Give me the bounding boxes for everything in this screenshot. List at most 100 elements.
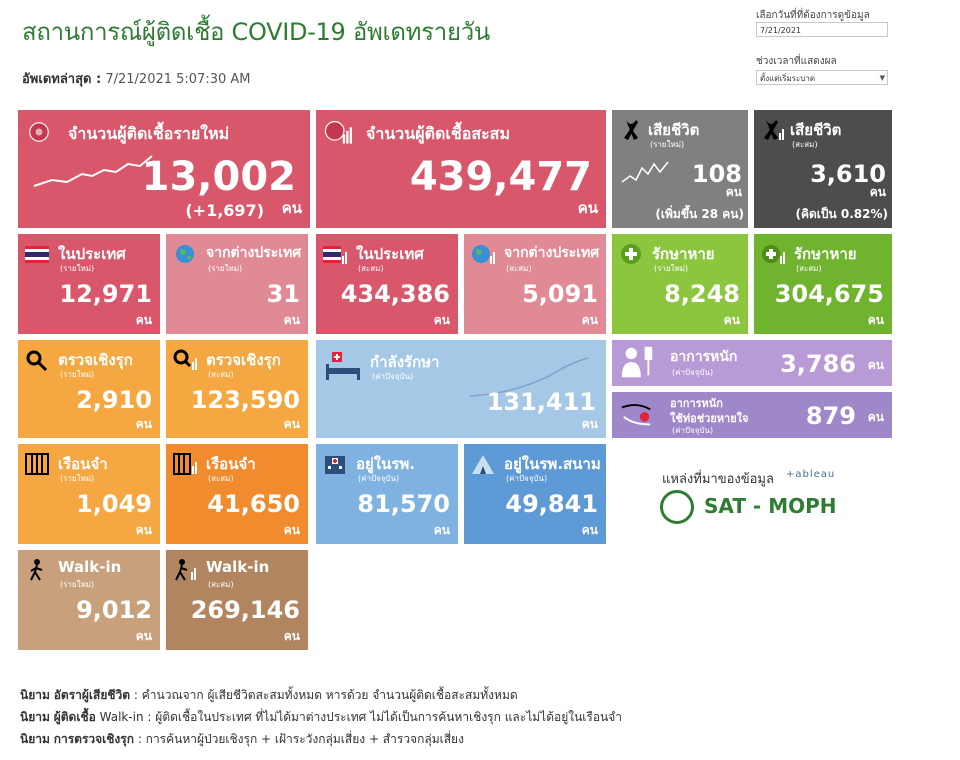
- card-label: เรือนจำ: [206, 455, 256, 473]
- virus-icon: [29, 122, 49, 142]
- card-label: Walk-in: [206, 558, 270, 576]
- card-sub: (ค่าปัจจุบัน): [506, 474, 548, 483]
- date-filter-label: เลือกวันที่ที่ต้องการดูข้อมูล: [756, 10, 870, 21]
- card-unit: คน: [725, 185, 742, 199]
- card-label: ตรวจเชิงรุก: [206, 351, 281, 369]
- card-sub: (รายใหม่): [208, 264, 243, 273]
- card-label: ในประเทศ: [58, 245, 126, 263]
- card-value: 2,910: [76, 386, 152, 414]
- card-label: กำลังรักษา: [370, 353, 440, 371]
- card-unit: คน: [135, 523, 152, 537]
- page-title: สถานการณ์ผู้ติดเชื้อ COVID-19 อัพเดทรายว…: [22, 18, 490, 46]
- card-prison-total: เรือนจำ (สะสม) 41,650 คน: [166, 444, 308, 544]
- footnote-text: : การค้นหาผู้ป่วยเชิงรุก + เฝ้าระวังกลุ่…: [134, 732, 464, 746]
- footnote-prefix: นิยาม: [20, 710, 50, 724]
- patient-icu-icon: [621, 346, 653, 378]
- virus-chart-icon: [324, 121, 352, 144]
- card-deaths-new: เสียชีวิต (รายใหม่) 108 คน (เพิ่มขึ้น 28…: [612, 110, 748, 228]
- card-label: อยู่ในรพ.สนาม: [504, 455, 601, 473]
- card-walkin-new: Walk-in (รายใหม่) 9,012 คน: [18, 550, 160, 650]
- card-unit: คน: [869, 185, 886, 199]
- card-sub: (สะสม): [506, 264, 532, 273]
- card-proactive-new: ตรวจเชิงรุก (รายใหม่) 2,910 คน: [18, 340, 160, 438]
- card-value: 13,002: [141, 154, 296, 200]
- card-sub: (รายใหม่): [60, 264, 95, 273]
- card-unit: คน: [867, 358, 884, 372]
- card-label: เสียชีวิต: [648, 121, 700, 139]
- card-note: (คิดเป็น 0.82%): [795, 207, 888, 221]
- card-recovered-new: รักษาหาย (รายใหม่) 8,248 คน: [612, 234, 748, 334]
- card-walkin-total: Walk-in (สะสม) 269,146 คน: [166, 550, 308, 650]
- card-prison-new: เรือนจำ (รายใหม่) 1,049 คน: [18, 444, 160, 544]
- card-value: 434,386: [340, 280, 450, 308]
- card-severe: อาการหนัก (ค่าปัจจุบัน) 3,786 คน: [612, 340, 892, 386]
- date-filter-input[interactable]: 7/21/2021: [756, 22, 888, 37]
- card-label: อาการหนัก: [670, 397, 723, 410]
- prison-bars-chart-icon: [173, 453, 197, 475]
- card-abroad-new: จากต่างประเทศ (รายใหม่) 31 คน: [166, 234, 308, 334]
- card-treating: กำลังรักษา (ค่าปัจจุบัน) 131,411 คน: [316, 340, 606, 438]
- tent-icon: [472, 455, 494, 474]
- curve-line-icon: [469, 357, 589, 397]
- card-value: 31: [266, 280, 300, 308]
- card-unit: คน: [135, 417, 152, 431]
- card-label: เรือนจำ: [58, 455, 108, 473]
- medical-cross-chart-icon: [762, 245, 785, 264]
- card-sub: (ค่าปัจจุบัน): [672, 368, 714, 377]
- card-value: 123,590: [190, 386, 300, 414]
- card-deaths-total: เสียชีวิต (สะสม) 3,610 คน (คิดเป็น 0.82%…: [754, 110, 892, 228]
- card-unit: คน: [283, 629, 300, 643]
- card-value: 81,570: [357, 490, 450, 518]
- card-value: 879: [805, 402, 856, 430]
- card-value: 439,477: [409, 154, 592, 200]
- card-label: Walk-in: [58, 558, 122, 576]
- card-unit: คน: [867, 313, 884, 327]
- last-updated-value: 7/21/2021 5:07:30 AM: [105, 72, 251, 87]
- card-label: รักษาหาย: [652, 245, 715, 263]
- tableau-logo: +ableau: [786, 469, 836, 480]
- card-unit: คน: [135, 313, 152, 327]
- hospital-building-icon: [325, 456, 345, 474]
- card-value: 1,049: [76, 490, 152, 518]
- card-recovered-total: รักษาหาย (สะสม) 304,675 คน: [754, 234, 892, 334]
- prison-bars-icon: [25, 453, 49, 475]
- range-filter-label: ช่วงเวลาที่แสดงผล: [756, 56, 837, 67]
- card-label: อาการหนัก: [670, 349, 738, 365]
- card-sub: (รายใหม่): [650, 140, 685, 149]
- card-sub: (ค่าปัจจุบัน): [672, 426, 714, 435]
- chevron-down-icon[interactable]: ▼: [879, 74, 885, 82]
- card-label: จำนวนผู้ติดเชื้อสะสม: [366, 124, 510, 143]
- card-sub: (สะสม): [358, 264, 384, 273]
- card-note: (เพิ่มขึ้น 28 คน): [655, 207, 744, 221]
- card-unit: คน: [723, 313, 740, 327]
- card-sub: (รายใหม่): [60, 370, 95, 379]
- card-unit: คน: [283, 523, 300, 537]
- range-filter-select[interactable]: ตั้งแต่เริ่มระบาด ▼: [756, 70, 888, 85]
- black-ribbon-chart-icon: [764, 120, 784, 140]
- card-value: 3,610: [810, 160, 886, 188]
- card-label: รักษาหาย: [794, 245, 857, 263]
- magnifier-icon: [26, 350, 48, 372]
- trend-line-icon: [33, 155, 153, 187]
- globe-chart-icon: [472, 245, 495, 264]
- card-unit: คน: [281, 199, 302, 217]
- medical-cross-icon: [621, 244, 641, 264]
- card-sub: (รายใหม่): [60, 580, 95, 589]
- card-value: 108: [691, 160, 742, 188]
- footnote-term: ผู้ติดเชื้อ: [53, 710, 96, 724]
- card-unit: คน: [283, 313, 300, 327]
- card-sub: (สะสม): [208, 474, 234, 483]
- card-new-cases: จำนวนผู้ติดเชื้อรายใหม่ 13,002 (+1,697) …: [18, 110, 310, 228]
- footnote: นิยาม การตรวจเชิงรุก : การค้นหาผู้ป่วยเช…: [20, 730, 464, 749]
- card-sub: (รายใหม่): [654, 264, 689, 273]
- card-label: จำนวนผู้ติดเชื้อรายใหม่: [68, 124, 230, 143]
- card-unit: คน: [433, 313, 450, 327]
- card-value: 3,786: [780, 350, 856, 378]
- card-sub: (สะสม): [796, 264, 822, 273]
- range-filter-value: ตั้งแต่เริ่มระบาด: [760, 74, 816, 83]
- card-unit: คน: [581, 417, 598, 431]
- card-label: จากต่างประเทศ: [504, 245, 600, 261]
- card-sub: (ค่าปัจจุบัน): [358, 474, 400, 483]
- card-hospital: อยู่ในรพ. (ค่าปัจจุบัน) 81,570 คน: [316, 444, 458, 544]
- card-domestic-total: ในประเทศ (สะสม) 434,386 คน: [316, 234, 458, 334]
